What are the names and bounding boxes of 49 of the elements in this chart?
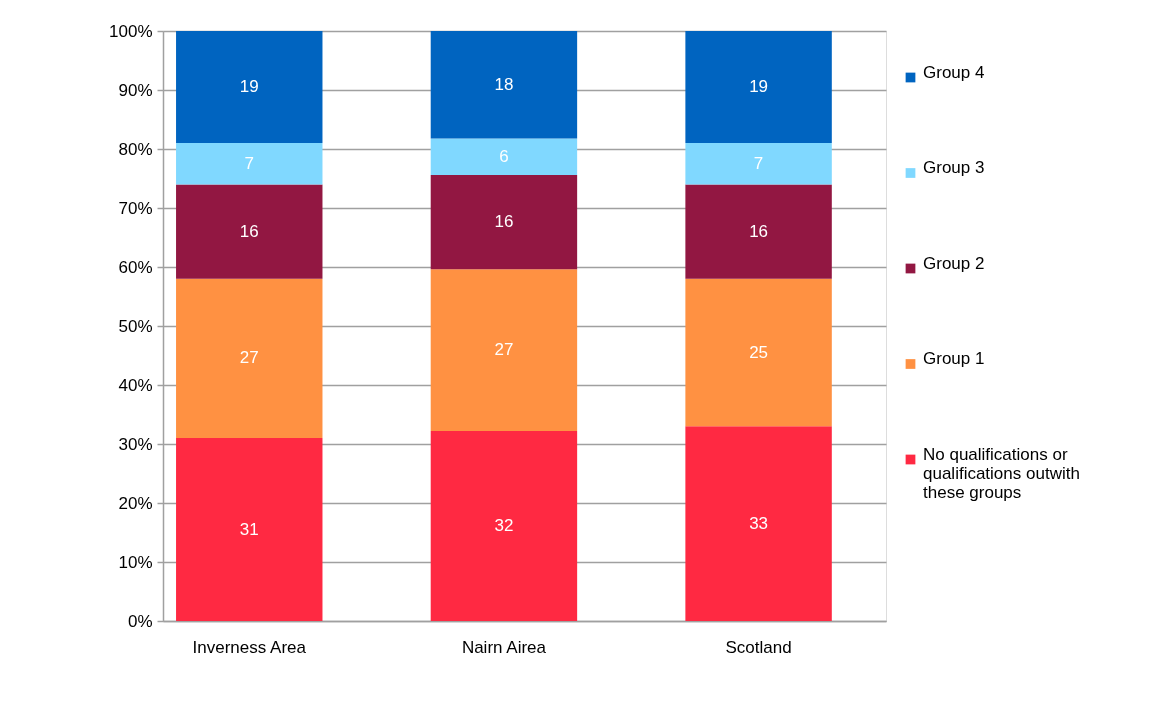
data-label: 16	[494, 212, 514, 232]
x-tick-label: Inverness Area	[192, 637, 307, 657]
y-tick-label: 100%	[109, 21, 153, 41]
data-label: 27	[239, 348, 259, 368]
bar	[685, 143, 832, 185]
legend-label: Group 1	[923, 349, 985, 368]
legend-label: Group 2	[923, 253, 985, 273]
bar	[685, 426, 832, 621]
bar	[430, 269, 578, 432]
data-label: 7	[753, 153, 764, 173]
bar	[176, 184, 323, 279]
bar	[430, 31, 578, 139]
data-label: 27	[494, 340, 514, 360]
bar	[685, 184, 832, 279]
legend-label: No qualifications or qualifications outwith these groups	[923, 444, 1080, 502]
data-label: 32	[494, 516, 514, 536]
y-tick-label: 90%	[118, 80, 153, 100]
data-label: 19	[239, 77, 259, 97]
y-tick-label: 80%	[118, 139, 153, 159]
data-label: 18	[494, 74, 514, 94]
y-tick-label: 40%	[118, 375, 153, 395]
x-tick-label: Nairn Airea	[461, 637, 547, 657]
y-tick-label: 10%	[118, 552, 153, 572]
legend-label: Group 3	[923, 158, 985, 177]
y-tick-label: 30%	[118, 434, 153, 454]
bar	[176, 31, 323, 144]
y-tick-label: 0%	[127, 611, 153, 631]
bar	[685, 31, 832, 144]
y-tick-label: 50%	[118, 316, 153, 336]
y-tick-label: 60%	[118, 257, 153, 277]
data-label: 16	[239, 221, 259, 241]
bar	[430, 174, 578, 270]
bar	[685, 278, 832, 427]
y-tick-label: 70%	[118, 198, 153, 218]
bar	[176, 438, 323, 621]
legend-label: Group 4	[923, 62, 985, 82]
data-label: 33	[749, 513, 769, 533]
data-label: 7	[244, 153, 254, 173]
y-tick-label: 20%	[118, 493, 153, 513]
data-label: 19	[749, 77, 769, 97]
data-label: 31	[239, 519, 259, 539]
data-label: 6	[499, 146, 509, 166]
data-label: 16	[749, 221, 769, 241]
bar	[430, 138, 578, 175]
bar	[176, 278, 323, 439]
bar	[430, 431, 578, 621]
data-label: 25	[749, 342, 769, 362]
x-tick-label: Scotland	[725, 637, 792, 657]
bar	[176, 143, 323, 185]
